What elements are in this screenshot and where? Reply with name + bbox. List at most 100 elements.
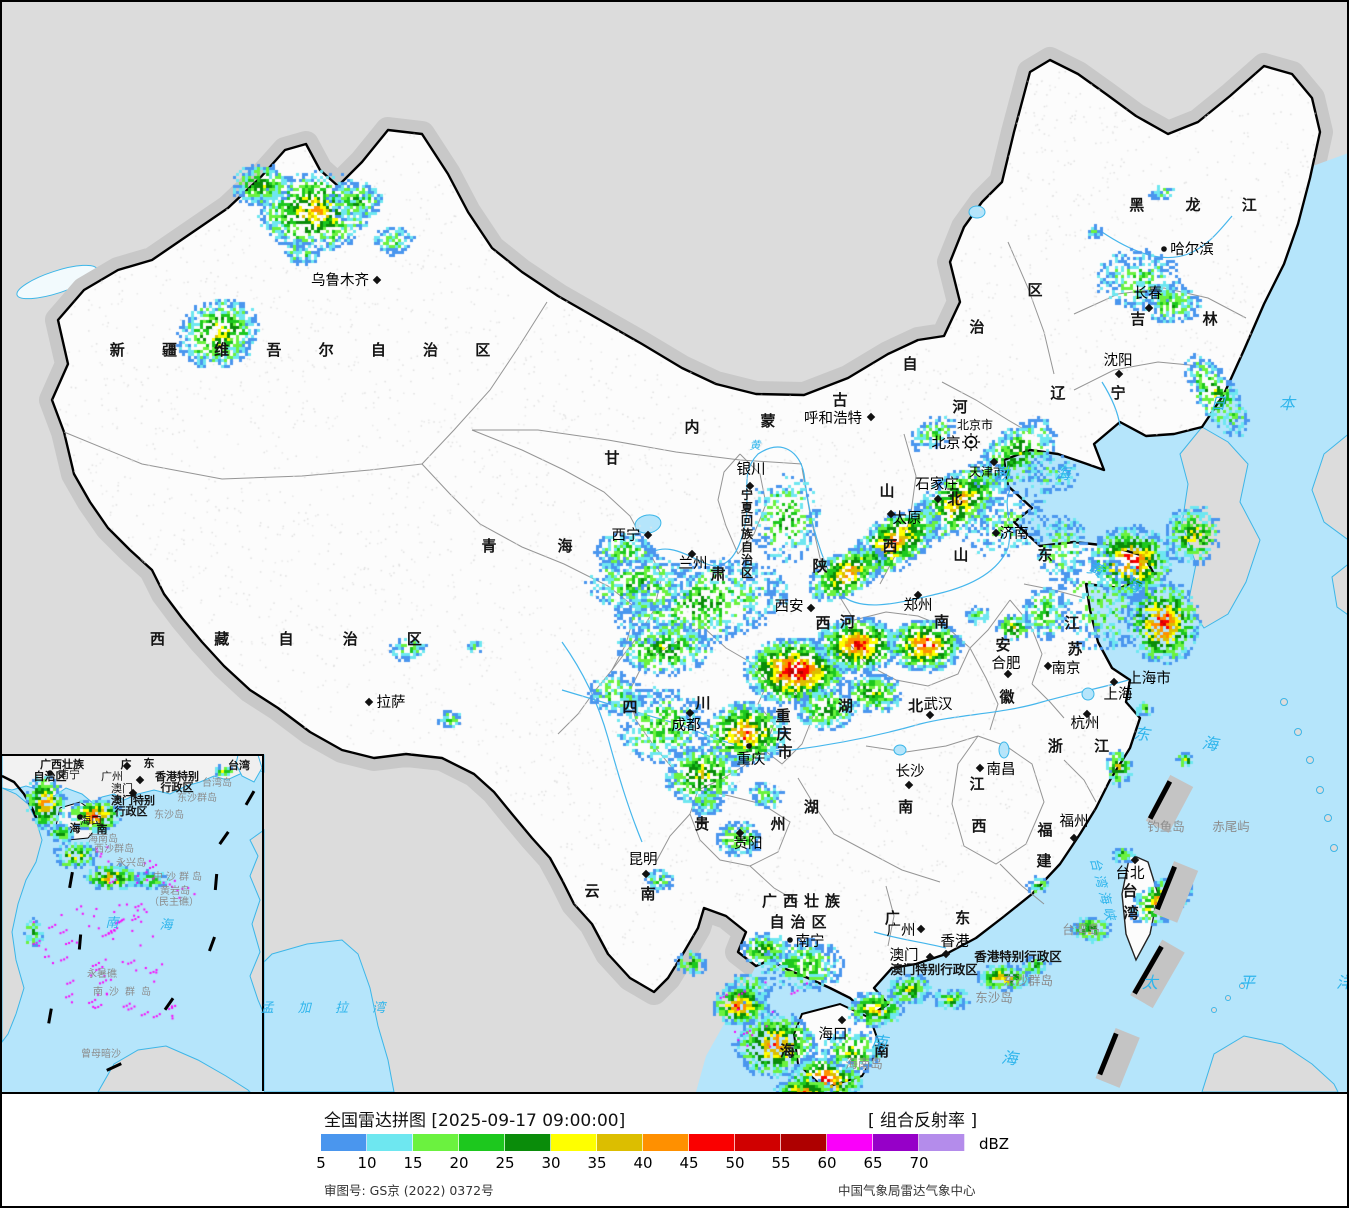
map-label: 辽 宁	[1050, 384, 1145, 402]
map-label: 区	[1027, 281, 1042, 299]
legend-panel: 全国雷达拼图 [2025-09-17 09:00:00] [ 组合反射率 ] 5…	[2, 1092, 1347, 1206]
city-marker-diamond	[745, 481, 755, 491]
inset-label: （民主礁）	[149, 895, 199, 908]
inset-label: 西沙群岛	[94, 842, 134, 855]
map-label: 西	[971, 817, 986, 835]
inset-label: 行政区	[114, 804, 148, 818]
inset-label: 广州	[101, 770, 123, 783]
city-marker-diamond	[1003, 669, 1013, 679]
city-marker-diamond	[1144, 303, 1154, 313]
map-label: 钓鱼岛	[1147, 819, 1185, 834]
map-label: 长沙	[896, 763, 925, 780]
city-marker-diamond	[735, 828, 745, 838]
inset-label: 澳门	[111, 781, 133, 795]
legend-color-block	[689, 1134, 735, 1151]
map-label: 浙 江	[1048, 737, 1122, 755]
nine-dash-segment	[1147, 780, 1173, 820]
legend-color-block	[735, 1134, 781, 1151]
map-label: 杭州	[1071, 715, 1100, 732]
city-marker-diamond	[913, 590, 923, 600]
capital-symbol-ray	[975, 435, 978, 438]
inset-label: 香港特别	[154, 769, 199, 783]
city-marker-diamond	[643, 530, 653, 540]
inset-label: 南	[97, 822, 108, 836]
nine-dash-segment	[1155, 865, 1177, 911]
map-label: 自治区	[769, 913, 832, 931]
city-marker-dot	[746, 743, 752, 749]
map-label: 沈阳	[1104, 352, 1133, 369]
agency-name: 中国气象局雷达气象中心	[838, 1183, 976, 1198]
map-label: 南昌	[987, 761, 1016, 778]
legend-color-block	[643, 1134, 689, 1151]
map-label: 内	[684, 418, 699, 436]
inset-label: 永兴岛	[116, 856, 146, 869]
map-label: 青	[481, 537, 496, 555]
inset-label: 东沙岛	[154, 808, 184, 821]
map-label: 江	[1064, 614, 1079, 632]
map-label: 湖 北	[838, 697, 948, 715]
legend-color-block	[919, 1134, 965, 1151]
inset-label: 海南岛	[88, 832, 118, 845]
city-marker-diamond	[1114, 369, 1124, 379]
inset-city-marker-dot	[47, 770, 53, 776]
map-label: 台	[1122, 882, 1137, 900]
inset-label: 行政区	[160, 780, 194, 794]
legend-tick-label: 5	[316, 1154, 326, 1172]
inset-label: 东沙群岛	[177, 791, 217, 804]
china-radar-map[interactable]: 黑 龙 江吉 林辽 宁内蒙古自治区新 疆 维 吾 尔 自 治 区西 藏 自 治 …	[2, 2, 1349, 1092]
city-marker-diamond	[806, 603, 816, 613]
capital-symbol-ray	[964, 435, 967, 438]
inset-frame	[2, 754, 264, 1091]
city-marker-diamond	[641, 869, 651, 879]
inset-label: 曾母暗沙	[81, 1047, 121, 1060]
map-label: 海南岛	[845, 1056, 883, 1071]
inset-nine-dash-segment	[244, 790, 256, 806]
dash-shadow	[1153, 861, 1199, 923]
map-label: 重	[775, 707, 790, 725]
legend-tick-label: 25	[495, 1154, 515, 1172]
map-label: 呼和浩特	[804, 410, 862, 427]
legend-color-block	[873, 1134, 919, 1151]
inset-nine-dash-segment	[208, 936, 216, 952]
dash-shadow	[1130, 939, 1185, 1009]
map-label: 吉 林	[1130, 310, 1243, 328]
map-label: 徽	[998, 688, 1015, 706]
map-label: 西	[815, 614, 830, 632]
map-label: 广西壮族	[762, 892, 846, 910]
city-marker-diamond	[941, 949, 951, 959]
city-marker-dot	[787, 937, 793, 943]
legend-tick-label: 15	[403, 1154, 423, 1172]
map-label: 哈尔滨	[1170, 241, 1214, 258]
inset-nine-dash-segment	[47, 1008, 53, 1024]
map-label: 山	[879, 482, 894, 500]
map-label: 江	[969, 775, 984, 793]
map-label: 乌鲁木齐	[311, 272, 369, 289]
inset-nine-dash-segment	[68, 871, 74, 889]
map-label: 黑 龙 江	[1129, 196, 1274, 214]
map-label: 兰州	[679, 555, 708, 572]
legend-color-block	[827, 1134, 873, 1151]
inset-nine-dash-segment	[218, 830, 230, 846]
map-label: 东 海	[1132, 724, 1243, 758]
map-label: 成都	[672, 717, 701, 734]
city-marker-diamond	[1082, 709, 1092, 719]
inset-label: 自治区	[34, 769, 67, 783]
map-label: 苏	[1067, 640, 1082, 658]
map-label: 北	[947, 490, 962, 508]
legend-color-block	[459, 1134, 505, 1151]
city-marker-diamond	[372, 275, 382, 285]
map-label: 西安	[775, 598, 804, 615]
map-label: 南京	[1052, 660, 1081, 677]
city-marker-diamond	[1130, 855, 1140, 865]
city-marker-diamond	[685, 708, 695, 718]
map-label: 日 本 海	[1210, 394, 1349, 413]
map-label: 台湾岛	[1062, 922, 1100, 937]
map-label: 云	[584, 882, 599, 900]
legend-tick-label: 40	[633, 1154, 653, 1172]
map-label: 上海市	[1127, 670, 1171, 687]
legend-color-block	[551, 1134, 597, 1151]
map-approval-number: 审图号: GS京 (2022) 0372号	[324, 1183, 494, 1198]
map-label: 天津市	[969, 464, 1005, 479]
legend-tick-label: 55	[771, 1154, 791, 1172]
